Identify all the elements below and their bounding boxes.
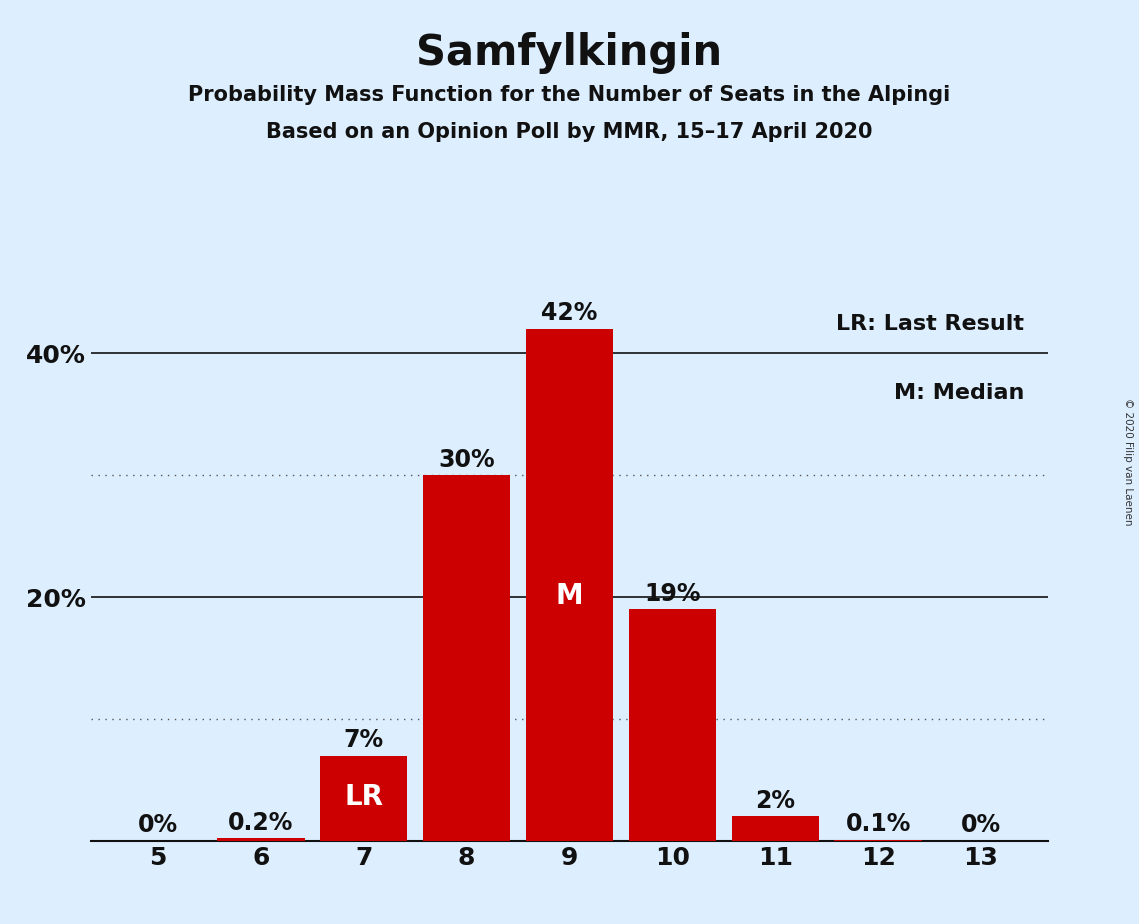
Text: M: Median: M: Median — [894, 383, 1024, 403]
Text: LR: Last Result: LR: Last Result — [836, 314, 1024, 334]
Text: M: M — [556, 582, 583, 611]
Text: 0%: 0% — [961, 813, 1001, 837]
Text: 2%: 2% — [755, 789, 795, 813]
Text: 0.1%: 0.1% — [845, 812, 911, 836]
Bar — [320, 756, 408, 841]
Text: Based on an Opinion Poll by MMR, 15–17 April 2020: Based on an Opinion Poll by MMR, 15–17 A… — [267, 122, 872, 142]
Text: © 2020 Filip van Laenen: © 2020 Filip van Laenen — [1123, 398, 1133, 526]
Text: 30%: 30% — [439, 447, 495, 471]
Bar — [835, 840, 921, 841]
Text: 0%: 0% — [138, 813, 178, 837]
Text: 7%: 7% — [344, 728, 384, 752]
Text: 19%: 19% — [645, 581, 700, 605]
Text: 0.2%: 0.2% — [228, 810, 294, 834]
Text: LR: LR — [344, 783, 383, 811]
Bar — [629, 609, 716, 841]
Bar — [526, 329, 613, 841]
Bar — [731, 817, 819, 841]
Text: 42%: 42% — [541, 301, 598, 325]
Bar — [423, 475, 510, 841]
Text: Samfylkingin: Samfylkingin — [417, 32, 722, 74]
Text: Probability Mass Function for the Number of Seats in the Alpingi: Probability Mass Function for the Number… — [188, 85, 951, 105]
Bar — [218, 838, 304, 841]
